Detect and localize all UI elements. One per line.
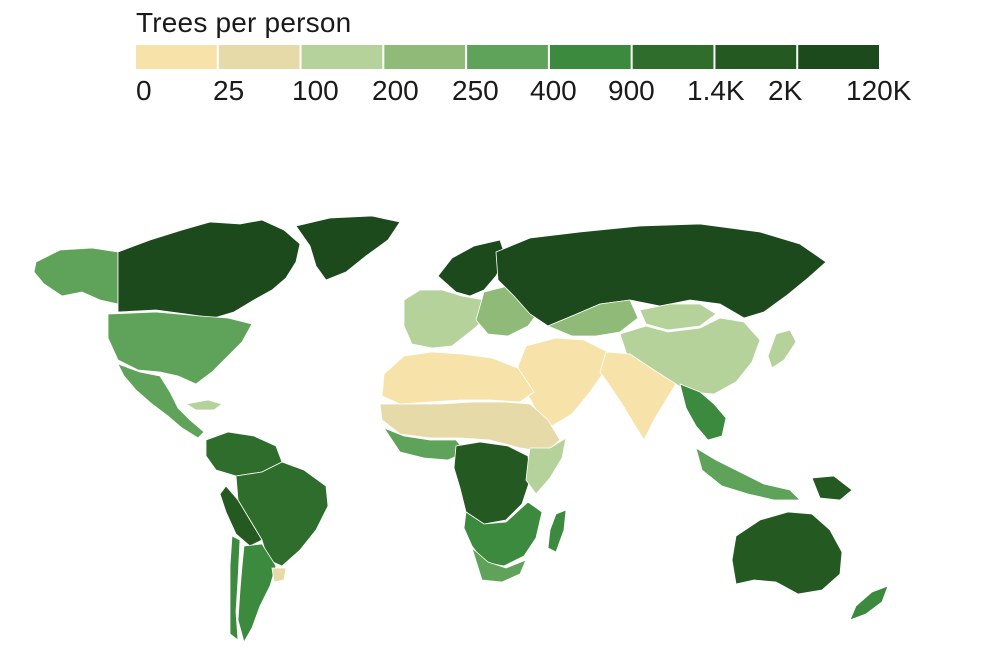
- legend-swatch-2k: [798, 45, 879, 69]
- region-papua[interactable]: [811, 475, 853, 501]
- region-kazakhstan[interactable]: [546, 299, 639, 337]
- region-madagascar[interactable]: [547, 509, 567, 553]
- legend-tick-2k: 2K: [768, 75, 803, 106]
- region-scandinavia[interactable]: [437, 239, 507, 297]
- legend-swatch-200: [384, 45, 466, 69]
- legend-swatch-900: [632, 45, 714, 69]
- region-russia[interactable]: [495, 223, 827, 327]
- legend-swatch-100: [301, 45, 383, 69]
- region-western-europe[interactable]: [403, 289, 487, 349]
- legend-swatch-1-4k: [715, 45, 797, 69]
- region-mexico-central-america[interactable]: [117, 363, 205, 439]
- region-chile[interactable]: [229, 535, 241, 641]
- legend-tick-250: 250: [452, 75, 499, 106]
- legend-tick-900: 900: [608, 75, 655, 106]
- legend-tick-0: 0: [136, 75, 152, 106]
- region-australia[interactable]: [731, 511, 843, 595]
- legend-tick-1-4k: 1.4K: [687, 75, 745, 106]
- legend-title: Trees per person: [136, 7, 352, 38]
- legend-swatch-400: [549, 45, 631, 69]
- legend-tick-labels: 0 25 100 200 250 400 900 1.4K 2K 120K: [0, 74, 1000, 110]
- region-alaska[interactable]: [33, 247, 119, 305]
- region-greenland[interactable]: [295, 215, 401, 281]
- legend-swatch-25: [218, 45, 300, 69]
- region-uruguay[interactable]: [271, 567, 287, 583]
- world-choropleth-map: [33, 215, 889, 644]
- region-south-africa[interactable]: [471, 546, 527, 583]
- legend-tick-200: 200: [372, 75, 419, 106]
- region-caribbean[interactable]: [184, 399, 223, 411]
- region-japan[interactable]: [767, 329, 797, 369]
- legend-tick-120k: 120K: [846, 75, 912, 106]
- region-southern-africa[interactable]: [463, 501, 543, 567]
- legend-tick-100: 100: [292, 75, 339, 106]
- region-canada[interactable]: [117, 219, 301, 319]
- legend-tick-400: 400: [530, 75, 577, 106]
- legend-swatch-0: [136, 45, 217, 69]
- region-central-africa[interactable]: [453, 441, 531, 525]
- region-new-zealand[interactable]: [849, 585, 889, 621]
- region-mongolia[interactable]: [639, 303, 717, 331]
- legend-tick-25: 25: [213, 75, 245, 106]
- legend-swatch-250: [467, 45, 548, 69]
- legend-color-bar: [136, 45, 879, 69]
- region-south-asia[interactable]: [599, 351, 677, 441]
- region-southeast-asia[interactable]: [679, 383, 727, 441]
- region-usa[interactable]: [107, 311, 253, 385]
- region-argentina[interactable]: [237, 543, 277, 644]
- region-north-africa[interactable]: [381, 351, 535, 405]
- region-east-africa[interactable]: [525, 437, 567, 495]
- region-indonesia[interactable]: [695, 447, 801, 501]
